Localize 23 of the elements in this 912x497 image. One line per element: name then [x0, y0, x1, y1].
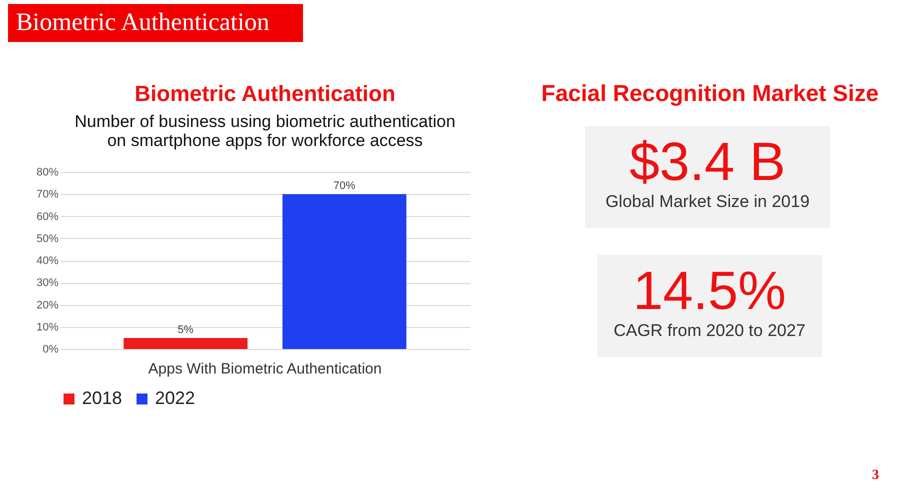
y-tick-label: 20%: [36, 299, 59, 312]
data-label: 70%: [333, 180, 356, 192]
text: Global Market Size in 2019: [604, 192, 811, 212]
text: Biometric Authentication: [8, 4, 303, 42]
y-tick-label: 70%: [36, 188, 59, 201]
data-label: 5%: [178, 324, 194, 336]
y-tick-label: 60%: [36, 210, 59, 223]
text: Facial Recognition Market Size: [540, 80, 880, 107]
text: $3.4 B: [628, 132, 787, 192]
text: CAGR from 2020 to 2027: [612, 321, 806, 341]
text: 3: [872, 468, 879, 484]
y-tick-label: 80%: [36, 166, 59, 178]
y-tick-label: 50%: [36, 232, 59, 245]
chart-title: Biometric Authentication: [134, 81, 396, 106]
y-tick-label: 0%: [42, 344, 59, 356]
y-tick-label: 40%: [36, 255, 59, 267]
y-tick-label: 10%: [36, 321, 59, 334]
text: 14.5%: [632, 261, 788, 321]
y-tick-label: 30%: [36, 277, 59, 290]
legend-label: 2022: [155, 388, 196, 408]
legend-label: 2018: [82, 388, 122, 408]
x-tick-label: Apps With Biometric Authentication: [148, 360, 382, 378]
chart-subtitle: Number of business using biometric authentication on smartphone apps for workforce access: [74, 112, 456, 150]
